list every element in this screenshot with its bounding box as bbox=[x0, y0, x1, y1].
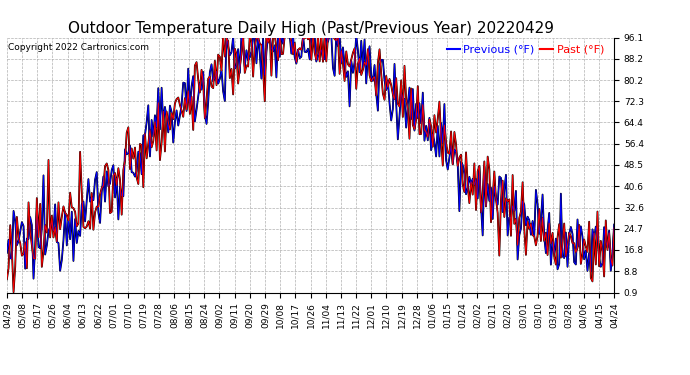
Text: Copyright 2022 Cartronics.com: Copyright 2022 Cartronics.com bbox=[8, 43, 149, 52]
Title: Outdoor Temperature Daily High (Past/Previous Year) 20220429: Outdoor Temperature Daily High (Past/Pre… bbox=[68, 21, 553, 36]
Legend: Previous (°F), Past (°F): Previous (°F), Past (°F) bbox=[442, 40, 609, 59]
